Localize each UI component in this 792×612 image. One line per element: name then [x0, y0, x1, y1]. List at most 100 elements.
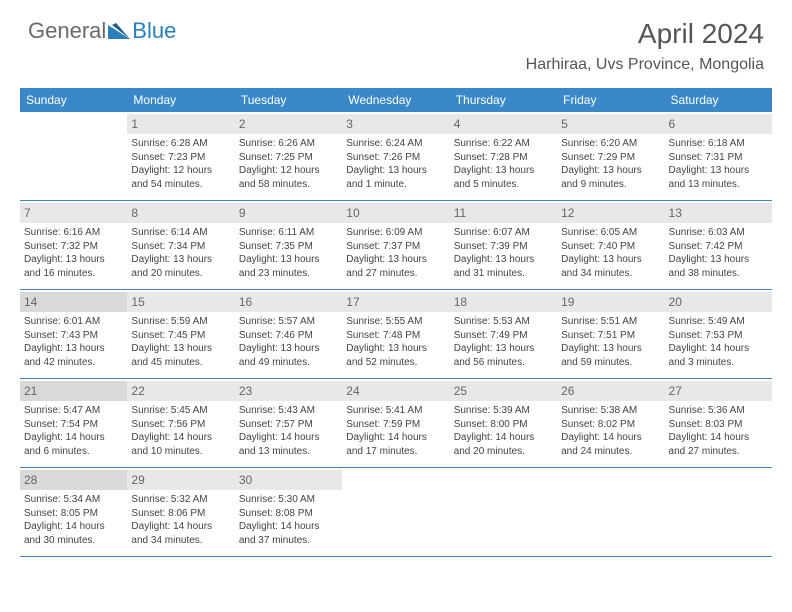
day-sunrise: Sunrise: 5:51 AM: [561, 315, 660, 329]
day-number: 11: [450, 203, 557, 223]
day-d1: Daylight: 13 hours: [24, 253, 123, 267]
day-d1: Daylight: 14 hours: [24, 520, 123, 534]
day-d1: Daylight: 13 hours: [346, 253, 445, 267]
day-d1: Daylight: 14 hours: [239, 520, 338, 534]
day-d1: Daylight: 14 hours: [131, 520, 230, 534]
day-sunset: Sunset: 7:25 PM: [239, 151, 338, 165]
day-number: 19: [557, 292, 664, 312]
day-d1: Daylight: 12 hours: [239, 164, 338, 178]
day-number: 16: [235, 292, 342, 312]
day-number: 10: [342, 203, 449, 223]
day-number: 4: [450, 114, 557, 134]
day-d1: Daylight: 14 hours: [239, 431, 338, 445]
day-d2: and 30 minutes.: [24, 534, 123, 548]
day-sunrise: Sunrise: 6:16 AM: [24, 226, 123, 240]
day-sunset: Sunset: 7:34 PM: [131, 240, 230, 254]
logo: General Blue: [28, 18, 176, 44]
week-row: 28Sunrise: 5:34 AMSunset: 8:05 PMDayligh…: [20, 468, 772, 557]
day-sunrise: Sunrise: 5:43 AM: [239, 404, 338, 418]
day-d2: and 24 minutes.: [561, 445, 660, 459]
day-cell: 19Sunrise: 5:51 AMSunset: 7:51 PMDayligh…: [557, 290, 664, 378]
day-sunset: Sunset: 7:48 PM: [346, 329, 445, 343]
dow-friday: Friday: [557, 88, 664, 112]
day-sunrise: Sunrise: 6:09 AM: [346, 226, 445, 240]
day-cell: 9Sunrise: 6:11 AMSunset: 7:35 PMDaylight…: [235, 201, 342, 289]
day-number: 24: [342, 381, 449, 401]
day-cell: 8Sunrise: 6:14 AMSunset: 7:34 PMDaylight…: [127, 201, 234, 289]
day-number: 29: [127, 470, 234, 490]
day-sunset: Sunset: 7:57 PM: [239, 418, 338, 432]
day-number: 2: [235, 114, 342, 134]
day-d2: and 16 minutes.: [24, 267, 123, 281]
day-d1: Daylight: 14 hours: [131, 431, 230, 445]
day-number: 8: [127, 203, 234, 223]
day-number: 15: [127, 292, 234, 312]
day-sunrise: Sunrise: 6:24 AM: [346, 137, 445, 151]
day-d1: Daylight: 13 hours: [131, 253, 230, 267]
day-number: 6: [665, 114, 772, 134]
day-sunset: Sunset: 7:29 PM: [561, 151, 660, 165]
day-sunrise: Sunrise: 5:34 AM: [24, 493, 123, 507]
logo-triangle-icon: [108, 23, 130, 39]
day-cell: 22Sunrise: 5:45 AMSunset: 7:56 PMDayligh…: [127, 379, 234, 467]
day-d2: and 9 minutes.: [561, 178, 660, 192]
day-d2: and 58 minutes.: [239, 178, 338, 192]
day-d2: and 31 minutes.: [454, 267, 553, 281]
day-sunset: Sunset: 7:23 PM: [131, 151, 230, 165]
day-cell: 3Sunrise: 6:24 AMSunset: 7:26 PMDaylight…: [342, 112, 449, 200]
day-d1: Daylight: 13 hours: [561, 164, 660, 178]
day-d2: and 34 minutes.: [131, 534, 230, 548]
day-sunrise: Sunrise: 6:28 AM: [131, 137, 230, 151]
day-cell: 10Sunrise: 6:09 AMSunset: 7:37 PMDayligh…: [342, 201, 449, 289]
dow-monday: Monday: [127, 88, 234, 112]
day-sunset: Sunset: 7:59 PM: [346, 418, 445, 432]
day-d2: and 42 minutes.: [24, 356, 123, 370]
day-d1: Daylight: 12 hours: [131, 164, 230, 178]
day-d1: Daylight: 14 hours: [561, 431, 660, 445]
day-sunrise: Sunrise: 5:30 AM: [239, 493, 338, 507]
day-d1: Daylight: 13 hours: [24, 342, 123, 356]
day-d2: and 23 minutes.: [239, 267, 338, 281]
week-row: 21Sunrise: 5:47 AMSunset: 7:54 PMDayligh…: [20, 379, 772, 468]
day-cell: 15Sunrise: 5:59 AMSunset: 7:45 PMDayligh…: [127, 290, 234, 378]
day-number: 28: [20, 470, 127, 490]
day-cell: 2 Sunrise: 6:26 AMSunset: 7:25 PMDaylight…: [235, 112, 342, 200]
day-cell: 21Sunrise: 5:47 AMSunset: 7:54 PMDayligh…: [20, 379, 127, 467]
day-sunrise: Sunrise: 5:53 AM: [454, 315, 553, 329]
day-sunset: Sunset: 7:28 PM: [454, 151, 553, 165]
day-sunrise: Sunrise: 6:26 AM: [239, 137, 338, 151]
day-sunrise: Sunrise: 5:47 AM: [24, 404, 123, 418]
day-d1: Daylight: 14 hours: [346, 431, 445, 445]
day-cell: 29Sunrise: 5:32 AMSunset: 8:06 PMDayligh…: [127, 468, 234, 556]
dow-saturday: Saturday: [665, 88, 772, 112]
week-row: 14Sunrise: 6:01 AMSunset: 7:43 PMDayligh…: [20, 290, 772, 379]
day-sunrise: Sunrise: 6:22 AM: [454, 137, 553, 151]
day-d1: Daylight: 14 hours: [669, 342, 768, 356]
day-d1: Daylight: 13 hours: [561, 253, 660, 267]
day-d1: Daylight: 13 hours: [454, 342, 553, 356]
month-title: April 2024: [526, 18, 764, 50]
day-sunset: Sunset: 7:51 PM: [561, 329, 660, 343]
day-number: 30: [235, 470, 342, 490]
day-sunset: Sunset: 7:31 PM: [669, 151, 768, 165]
day-cell: 20Sunrise: 5:49 AMSunset: 7:53 PMDayligh…: [665, 290, 772, 378]
day-cell: 28 Sunrise: 5:34 AMSunset: 8:05 PMDayligh…: [20, 468, 127, 556]
day-number: 25: [450, 381, 557, 401]
day-empty: [450, 468, 557, 556]
day-d2: and 10 minutes.: [131, 445, 230, 459]
day-number: 7: [20, 203, 127, 223]
day-sunset: Sunset: 7:45 PM: [131, 329, 230, 343]
day-sunset: Sunset: 7:42 PM: [669, 240, 768, 254]
day-cell: 14Sunrise: 6:01 AMSunset: 7:43 PMDayligh…: [20, 290, 127, 378]
day-cell: 1Sunrise: 6:28 AMSunset: 7:23 PMDaylight…: [127, 112, 234, 200]
day-d1: Daylight: 13 hours: [239, 253, 338, 267]
week-row: 1Sunrise: 6:28 AMSunset: 7:23 PMDaylight…: [20, 112, 772, 201]
day-d2: and 27 minutes.: [346, 267, 445, 281]
day-sunrise: Sunrise: 6:11 AM: [239, 226, 338, 240]
day-number: 23: [235, 381, 342, 401]
day-sunset: Sunset: 8:05 PM: [24, 507, 123, 521]
day-sunset: Sunset: 8:00 PM: [454, 418, 553, 432]
day-d2: and 52 minutes.: [346, 356, 445, 370]
day-empty: [557, 468, 664, 556]
day-d1: Daylight: 13 hours: [346, 164, 445, 178]
